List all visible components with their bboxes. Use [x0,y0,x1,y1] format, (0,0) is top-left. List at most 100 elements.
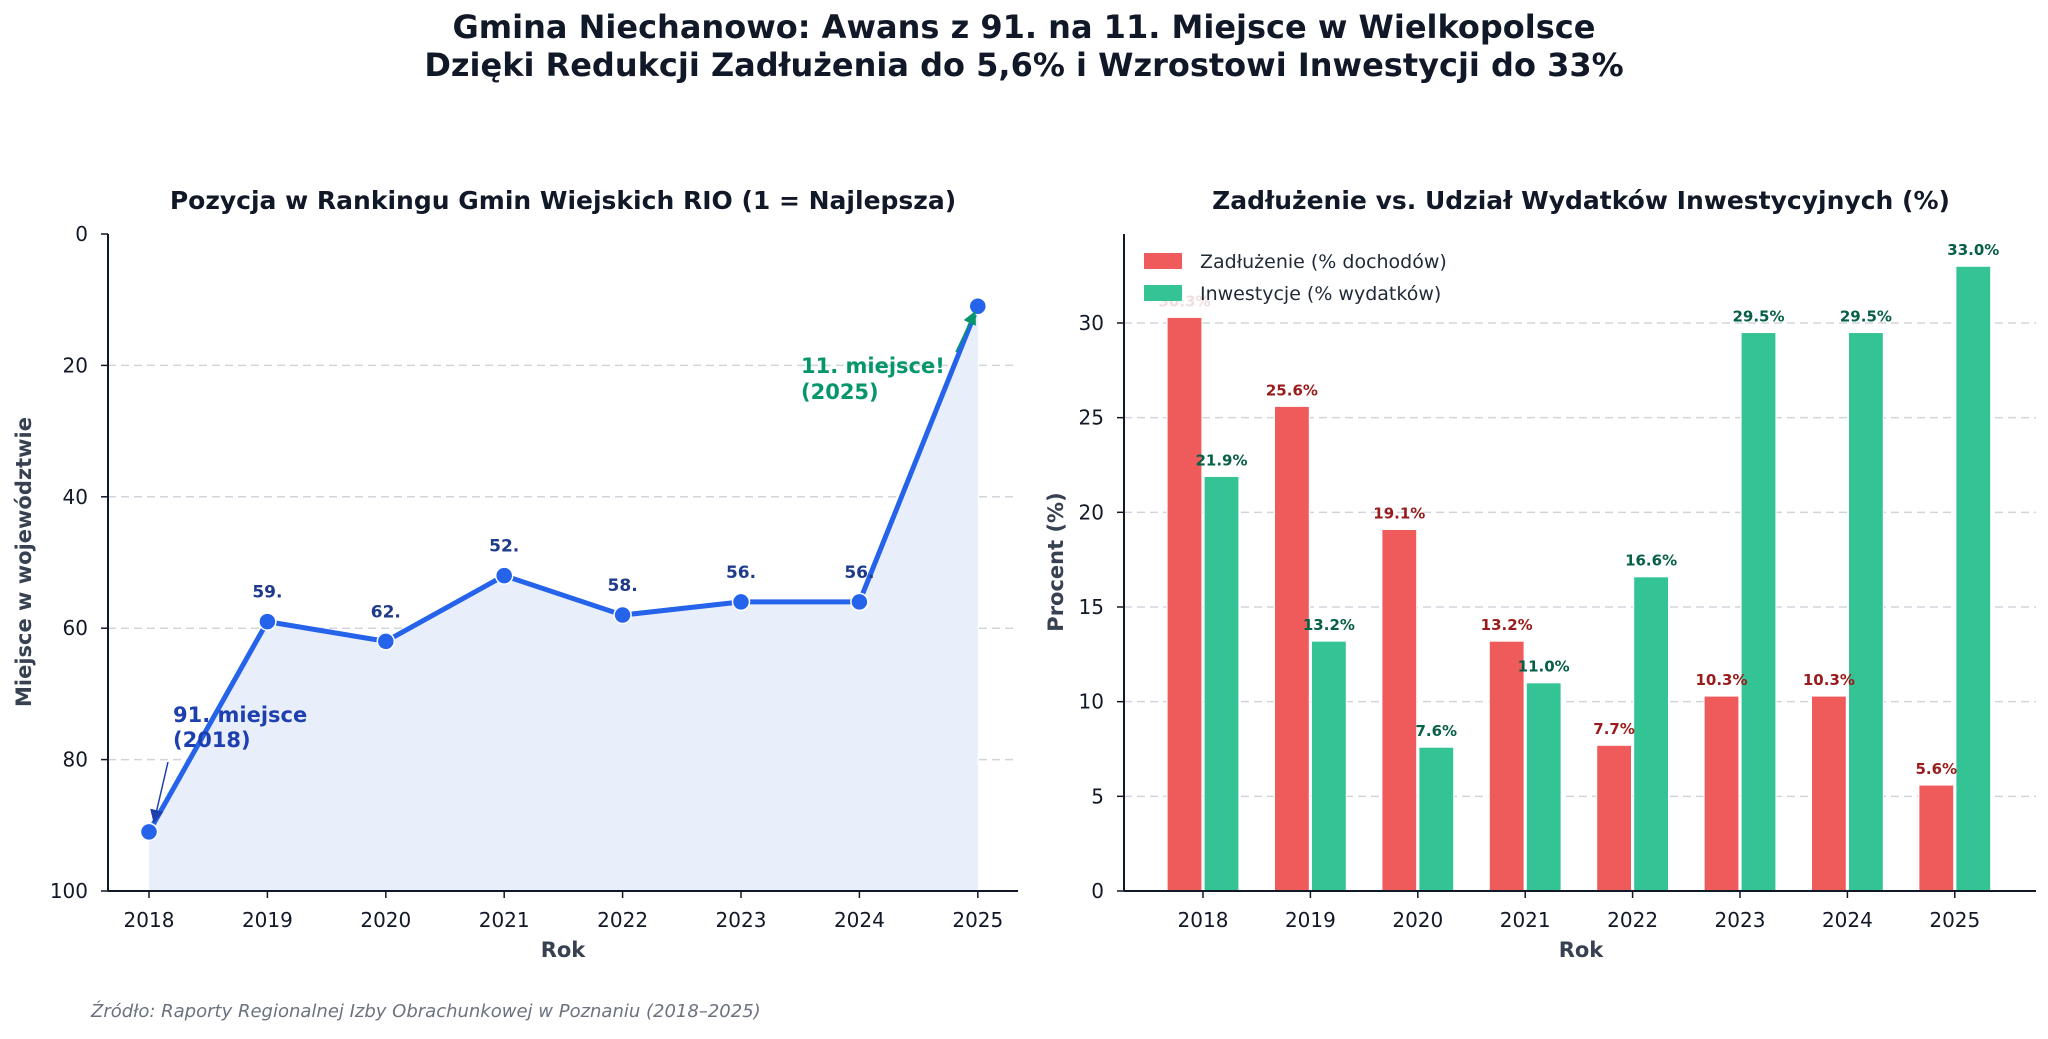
finance-xtick-label: 2025 [1929,908,1980,932]
rank-xtick-label: 2019 [242,908,293,932]
invest-bar [1418,746,1455,892]
debt-bar-label: 13.2% [1481,616,1533,634]
rank-point [139,822,159,842]
rank-x-axis-label: Rok [541,938,587,962]
finance-xtick-label: 2024 [1822,908,1873,932]
debt-bar-label: 5.6% [1915,760,1957,778]
rank-point [850,592,869,612]
start-annotation-line2: (2018) [173,728,251,752]
invest-bar-label: 29.5% [1732,307,1784,325]
rank-point-label: 56. [844,563,874,583]
debt-bar [1703,695,1740,892]
rank-point [494,566,514,585]
rank-xtick-label: 2022 [597,908,648,932]
finance-chart: Zadłużenie vs. Udział Wydatków Inwestycy… [1044,186,2036,962]
finance-ytick-label: 25 [1079,406,1104,430]
finance-xtick-label: 2018 [1178,908,1229,932]
legend-box [1136,244,1476,312]
end-annotation-line2: (2025) [801,380,879,404]
debt-bar [1918,784,1955,892]
finance-ytick-label: 15 [1079,595,1104,619]
rank-xtick-label: 2020 [360,908,411,932]
finance-xtick-label: 2019 [1285,908,1336,932]
debt-bar [1166,316,1203,892]
invest-bar-label: 13.2% [1303,616,1355,634]
start-annotation-line1: 91. miejsce [173,703,307,727]
debt-bar-label: 10.3% [1695,671,1747,689]
rank-xtick-label: 2021 [479,908,530,932]
rank-point-label: 56. [726,563,756,583]
rank-area [149,306,978,891]
debt-bar-label: 19.1% [1373,504,1425,522]
debt-bar [1273,405,1311,892]
invest-bar [1525,682,1562,892]
start-annotation-arrow [150,761,169,824]
debt-bar [1810,695,1848,892]
debt-bar-label: 25.6% [1266,381,1318,399]
finance-ytick-label: 30 [1079,311,1104,335]
invest-bar-label: 29.5% [1840,307,1892,325]
legend-swatch-debt [1144,253,1182,269]
debt-bar [1381,528,1418,892]
rank-point [968,297,988,316]
invest-bar [1955,265,1992,892]
rank-xtick-label: 2024 [834,908,885,932]
rank-point [731,592,751,612]
invest-bar [1632,576,1670,892]
rank-xtick-label: 2023 [716,908,767,932]
invest-bar-label: 11.0% [1518,658,1570,676]
rank-point-label: 62. [371,602,401,622]
finance-xtick-label: 2023 [1715,908,1766,932]
invest-bar-label: 33.0% [1947,241,1999,259]
rank-ytick-label: 100 [50,879,88,903]
invest-bar-label: 21.9% [1195,451,1247,469]
finance-ytick-label: 10 [1079,690,1104,714]
finance-chart-title: Zadłużenie vs. Udział Wydatków Inwestycy… [1212,186,1950,215]
rank-ytick-label: 40 [63,485,88,509]
finance-ytick-label: 20 [1079,500,1104,524]
rank-chart-title: Pozycja w Rankingu Gmin Wiejskich RIO (1… [170,186,956,215]
end-annotation-line1: 11. miejsce! [801,354,945,378]
finance-xtick-label: 2022 [1607,908,1658,932]
finance-legend: Zadłużenie (% dochodów) Inwestycje (% wyd… [1136,244,1476,312]
rank-point [376,632,396,651]
invest-bar [1203,475,1240,892]
invest-bar [1847,331,1885,892]
invest-bar [1740,331,1777,892]
debt-bar-label: 7.7% [1593,720,1635,738]
rank-ytick-label: 80 [63,748,88,772]
invest-bar-label: 7.6% [1415,722,1457,740]
finance-ytick-label: 0 [1091,879,1104,903]
rank-point [613,605,632,625]
legend-swatch-invest [1144,285,1182,301]
invest-bar [1310,640,1348,892]
legend-label-debt: Zadłużenie (% dochodów) [1200,251,1447,273]
rank-ytick-label: 20 [63,353,88,377]
rank-chart: Pozycja w Rankingu Gmin Wiejskich RIO (1… [12,186,1018,962]
rank-point-label: 58. [608,576,638,596]
source-note: Źródło: Raporty Regionalnej Izby Obrachu… [91,1001,761,1022]
finance-xtick-label: 2021 [1500,908,1551,932]
legend-label-invest: Inwestycje (% wydatków) [1200,283,1441,305]
rank-y-axis-label: Miejsce w województwie [12,417,36,707]
finance-xtick-label: 2020 [1392,908,1443,932]
figure-title: Gmina Niechanowo: Awans z 91. na 11. Mie… [0,8,2048,84]
debt-bar-label: 10.3% [1803,671,1855,689]
rank-ytick-label: 0 [75,222,88,246]
end-annotation-arrow [955,310,976,353]
rank-point [258,612,277,631]
figure-title-line1: Gmina Niechanowo: Awans z 91. na 11. Mie… [452,8,1596,46]
rank-xtick-label: 2025 [952,908,1003,932]
rank-xtick-label: 2018 [124,908,175,932]
invest-bar-label: 16.6% [1625,552,1677,570]
debt-bar [1488,640,1525,892]
rank-ytick-label: 60 [63,616,88,640]
debt-bar [1595,744,1633,892]
finance-y-axis-label: Procent (%) [1044,492,1068,631]
rank-point-label: 52. [489,537,519,557]
rank-point-label: 59. [252,583,282,603]
finance-ytick-label: 5 [1091,784,1104,808]
rank-line [146,305,981,834]
figure-title-line2: Dzięki Redukcji Zadłużenia do 5,6% i Wzr… [424,46,1624,84]
